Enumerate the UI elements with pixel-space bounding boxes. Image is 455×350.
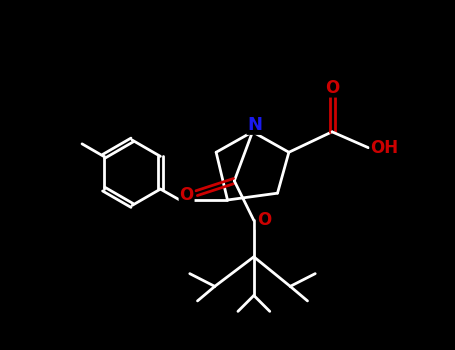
Text: OH: OH: [370, 139, 399, 157]
Text: O: O: [179, 187, 194, 204]
Text: O: O: [325, 79, 339, 97]
Text: N: N: [247, 116, 262, 134]
Text: O: O: [257, 211, 271, 230]
